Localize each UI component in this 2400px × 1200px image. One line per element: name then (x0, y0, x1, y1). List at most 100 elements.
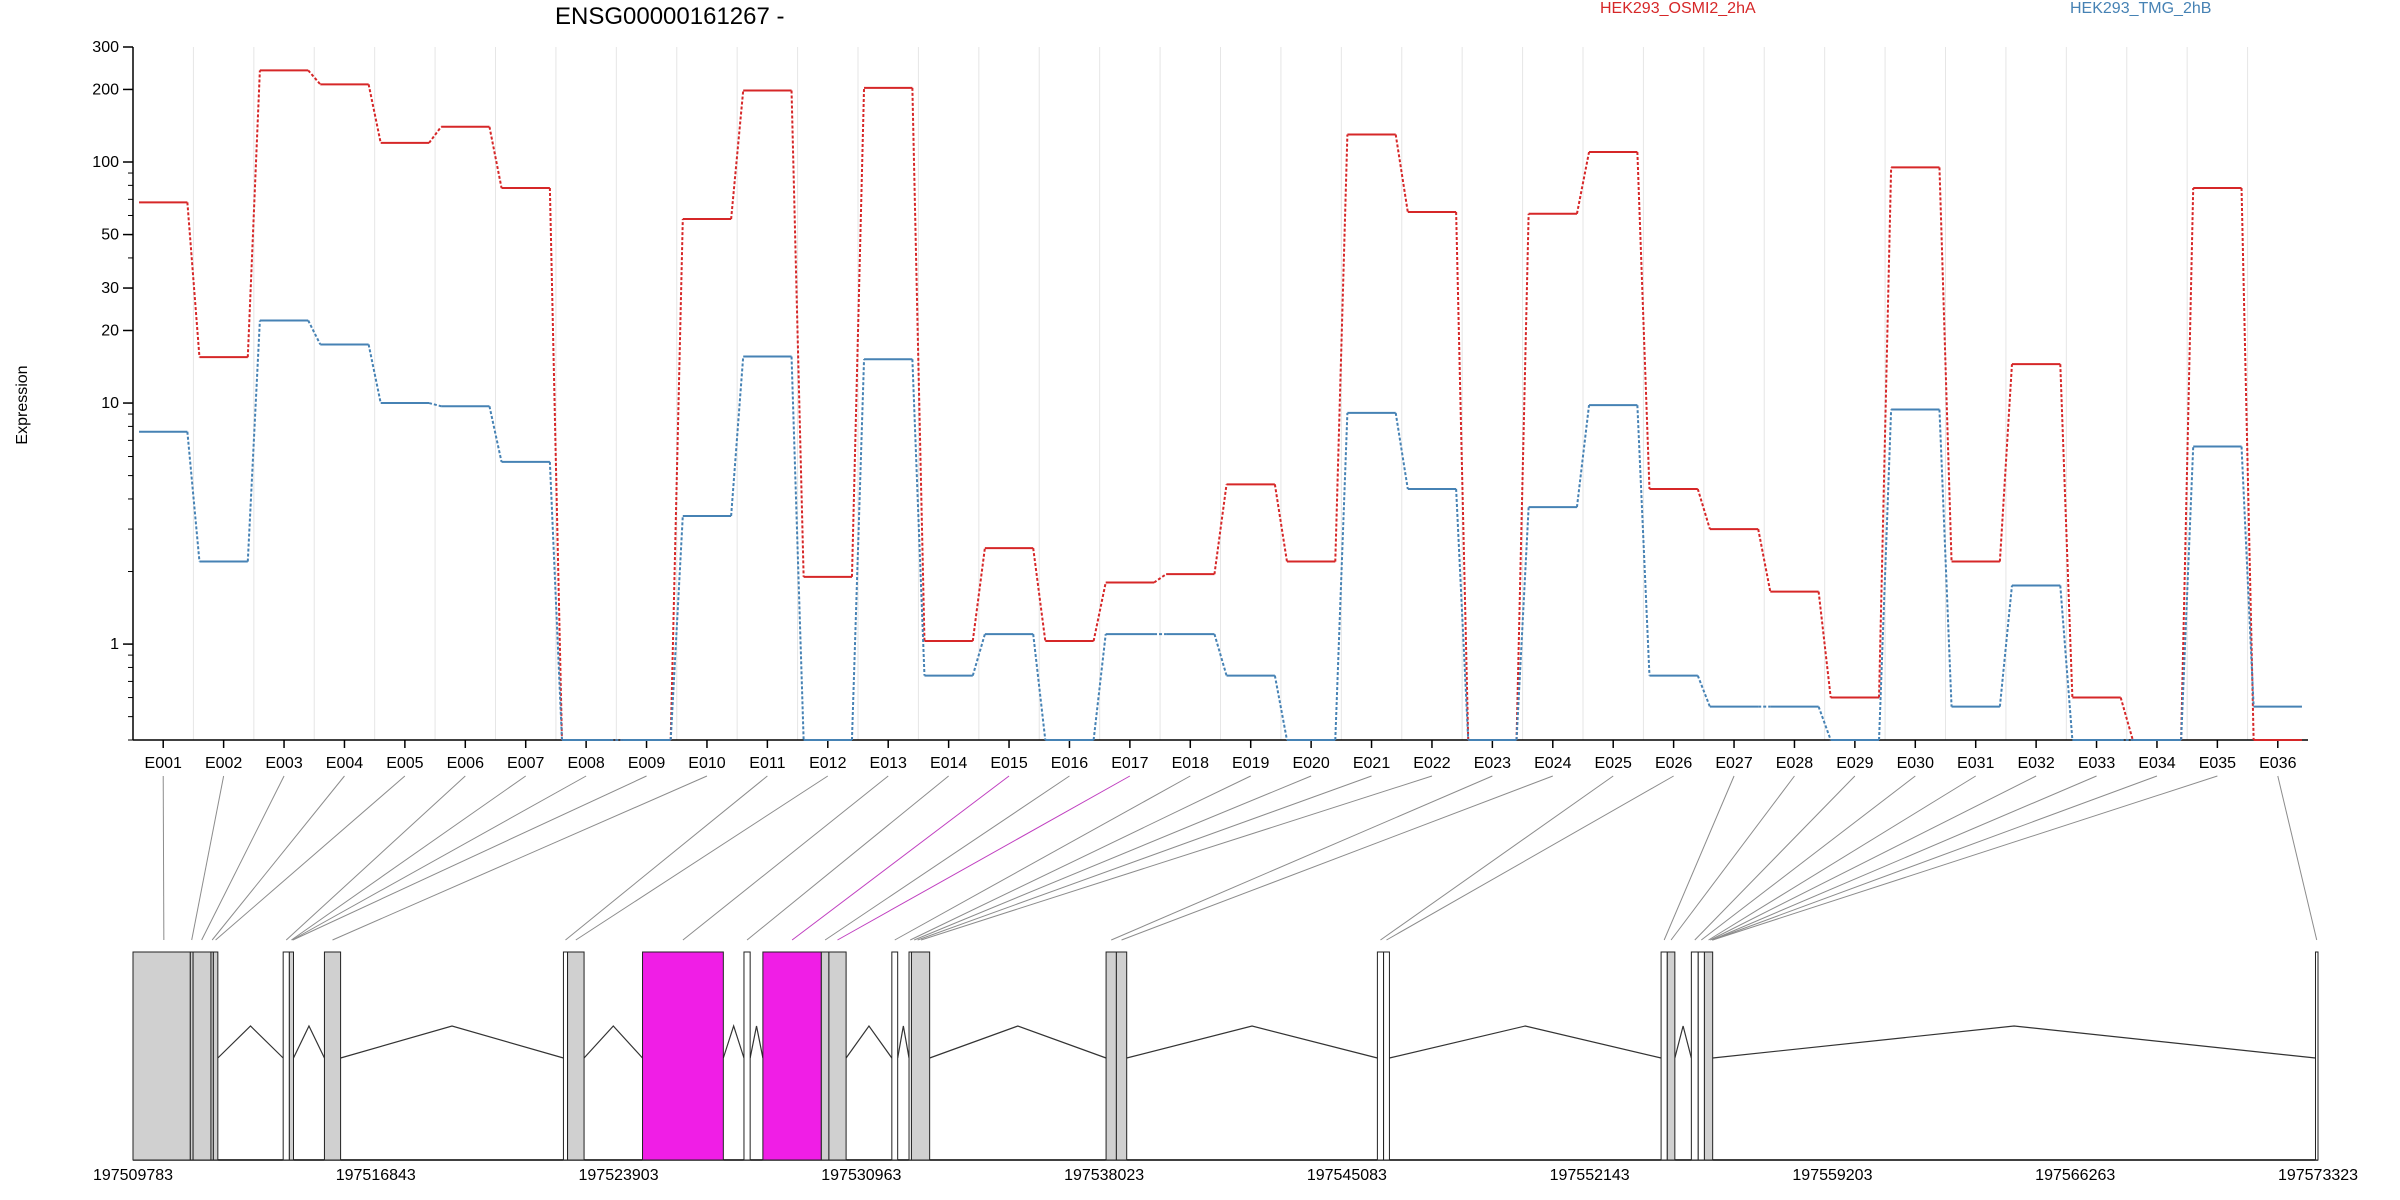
series-connector (971, 633, 986, 676)
series-connector (669, 515, 684, 741)
series-connector (1878, 409, 1893, 741)
exon-block (642, 951, 724, 1161)
gene-model-track: 197509783 197516843 197523903 197530963 1975… (93, 951, 2358, 1184)
exon-block (1105, 951, 1117, 1161)
connector-E011 (565, 775, 768, 941)
exon-block (762, 951, 822, 1161)
series-connector (790, 90, 805, 577)
connector-E022 (920, 775, 1433, 941)
exon-block (1660, 951, 1668, 1161)
series-connector (1334, 412, 1349, 741)
genome-tick-label: 197530963 (821, 1167, 901, 1184)
intron (749, 1025, 764, 1059)
series-connector (1636, 151, 1651, 490)
series-connector (186, 202, 201, 358)
connector-E018 (894, 775, 1191, 941)
connector-E008 (291, 775, 587, 941)
x-tick-label-E018: E018 (1172, 755, 1209, 772)
x-tick-label-E033: E033 (2078, 755, 2115, 772)
series-connector (307, 320, 322, 345)
intron (1389, 1025, 1662, 1059)
series-connector (1334, 134, 1349, 562)
intron (1674, 1025, 1692, 1059)
series-connector (1515, 213, 1530, 741)
series-connector (2180, 187, 2195, 741)
connector-E025 (1380, 775, 1614, 941)
series-connector (1938, 409, 1953, 707)
series-connector (1575, 151, 1591, 214)
connector-E017 (837, 775, 1131, 941)
exon-block (2314, 951, 2319, 1161)
connector-E032 (1710, 775, 2037, 941)
genome-tick-label: 197559203 (1792, 1167, 1872, 1184)
series-connector (1032, 548, 1047, 642)
exon-block (1690, 951, 1699, 1161)
y-tick-label: 300 (92, 39, 119, 56)
connector-E030 (1701, 775, 1916, 941)
intron (217, 1025, 284, 1059)
exon-block (743, 951, 751, 1161)
series-connector (971, 548, 986, 642)
series-connector (790, 356, 805, 741)
connector-E023 (1111, 775, 1493, 941)
x-tick-label-E008: E008 (567, 755, 604, 772)
series-connector (1817, 591, 1832, 698)
series-connector (1696, 675, 1711, 708)
series-connector (428, 126, 442, 144)
exon-block (1697, 951, 1705, 1161)
series-connector (488, 126, 503, 189)
series-lines (139, 69, 2302, 741)
legend-entry-osmi2: HEK293_OSMI2_2hA (1600, 0, 1756, 17)
intron (1126, 1025, 1378, 1059)
series-connector (2180, 446, 2195, 741)
x-tick-label-E009: E009 (628, 755, 665, 772)
series-connector (1273, 484, 1288, 562)
connector-E010 (332, 775, 708, 941)
series-connector (1817, 706, 1832, 741)
series-connector (850, 87, 866, 577)
connector-E027 (1663, 775, 1735, 941)
y-tick-label: 10 (101, 395, 119, 412)
y-tick-label: 30 (101, 280, 119, 297)
x-tick-label-E032: E032 (2017, 755, 2054, 772)
series-connector (2059, 585, 2074, 741)
series-HEK293_TMG_2hB (139, 319, 2302, 741)
x-tick-label-E027: E027 (1715, 755, 1752, 772)
x-tick-label-E013: E013 (870, 755, 907, 772)
exon-block (282, 951, 290, 1161)
series-connector (1092, 633, 1107, 741)
x-tick-label-E003: E003 (265, 755, 302, 772)
grid (192, 47, 2249, 740)
exon-block (1703, 951, 1714, 1161)
x-tick-label-E012: E012 (809, 755, 846, 772)
series-connector (428, 402, 442, 408)
series-connector (1757, 528, 1772, 592)
series-connector (1273, 675, 1288, 741)
connector-E007 (291, 775, 526, 941)
x-tick-label-E023: E023 (1474, 755, 1511, 772)
genome-tick-label: 197545083 (1307, 1167, 1387, 1184)
connector-E016 (824, 775, 1070, 941)
series-connector (1394, 412, 1409, 490)
series-connector (307, 69, 322, 85)
exon-connectors (162, 775, 2318, 941)
exon-block (567, 951, 585, 1161)
connector-E024 (1121, 775, 1553, 941)
connector-E028 (1670, 775, 1795, 941)
exon-block (1383, 951, 1390, 1161)
series-connector (1878, 167, 1893, 698)
connector-E035 (1712, 775, 2218, 941)
x-tick-label-E016: E016 (1051, 755, 1088, 772)
x-tick-label-E035: E035 (2199, 755, 2236, 772)
series-connector (548, 461, 563, 741)
connector-E019 (910, 775, 1251, 941)
connector-E036 (2277, 775, 2318, 941)
x-tick-label-E011: E011 (749, 755, 785, 772)
intron (340, 1025, 564, 1059)
series-connector (1636, 405, 1651, 676)
series-connector (246, 70, 261, 358)
connector-E034 (1712, 775, 2158, 941)
connector-E031 (1708, 775, 1976, 941)
connector-E006 (285, 775, 466, 941)
